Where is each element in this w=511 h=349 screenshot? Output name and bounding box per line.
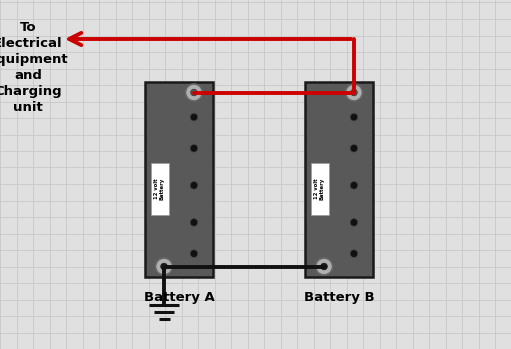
Circle shape	[350, 113, 358, 121]
Circle shape	[190, 218, 198, 226]
Circle shape	[350, 181, 358, 189]
Bar	[311, 163, 329, 215]
Circle shape	[350, 250, 358, 258]
Text: 12 volt
Battery: 12 volt Battery	[314, 178, 325, 200]
Circle shape	[350, 144, 358, 152]
Bar	[305, 82, 373, 277]
Circle shape	[190, 250, 198, 258]
Circle shape	[345, 84, 362, 101]
Bar	[151, 163, 169, 215]
Circle shape	[190, 113, 198, 121]
Circle shape	[351, 89, 357, 96]
Circle shape	[190, 181, 198, 189]
Circle shape	[191, 89, 197, 96]
Circle shape	[350, 218, 358, 226]
Text: Battery A: Battery A	[144, 291, 215, 304]
Circle shape	[161, 263, 167, 270]
Circle shape	[321, 263, 328, 270]
Text: 12 volt
Battery: 12 volt Battery	[154, 178, 165, 200]
Circle shape	[190, 144, 198, 152]
Text: Battery B: Battery B	[304, 291, 375, 304]
Circle shape	[155, 258, 173, 275]
Text: To
Electrical
Equipment
and
Charging
unit: To Electrical Equipment and Charging uni…	[0, 21, 68, 114]
Bar	[145, 82, 213, 277]
Circle shape	[315, 258, 333, 275]
Circle shape	[185, 84, 202, 101]
